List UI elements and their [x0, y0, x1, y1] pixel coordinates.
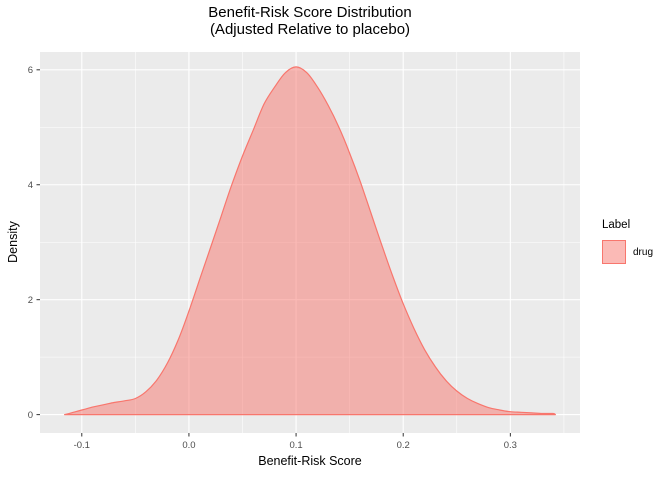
axis-tick-labels: -0.1 0.0 0.1 0.2 0.3 0 2 4 6	[28, 65, 517, 451]
y-tick-label: 0	[28, 410, 33, 421]
y-tick-label: 2	[28, 295, 33, 306]
density-curve	[63, 66, 556, 416]
plot-title-line-1: Benefit-Risk Score Distribution	[208, 4, 412, 21]
x-tick-label: 0.1	[289, 440, 302, 451]
x-tick-label: 0.3	[504, 440, 517, 451]
axis-tick-marks	[36, 69, 511, 437]
legend-item-label: drug	[633, 246, 654, 258]
plot-title-line-2: (Adjusted Relative to placebo)	[209, 20, 411, 38]
x-tick-label: 0.2	[397, 440, 410, 451]
plot-title: Benefit-Risk Score Distribution (Adjuste…	[40, 4, 580, 38]
x-tick-label: 0.0	[182, 440, 195, 451]
legend-item-drug: drug	[602, 240, 653, 264]
y-tick-label: 6	[28, 65, 33, 76]
legend-key-swatch	[602, 240, 626, 264]
x-tick-label: -0.1	[74, 440, 90, 451]
legend: Label drug	[602, 219, 653, 264]
y-axis-title: Density	[6, 221, 20, 263]
y-tick-label: 4	[28, 180, 33, 191]
legend-title: Label	[602, 219, 631, 231]
x-axis-title: Benefit-Risk Score	[258, 454, 362, 468]
